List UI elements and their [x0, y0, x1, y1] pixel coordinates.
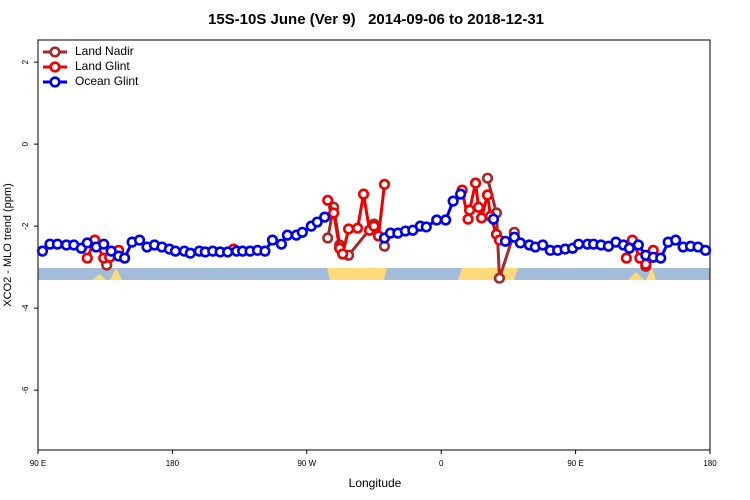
legend-label: Ocean Glint	[75, 74, 139, 88]
legend-marker	[49, 46, 61, 58]
point	[343, 223, 355, 235]
land-patch	[110, 268, 122, 280]
point	[133, 234, 146, 246]
y-tick-label: -2	[21, 222, 30, 230]
chart-title: 15S-10S June (Ver 9) 2014-09-06 to 2018-…	[208, 11, 544, 28]
point	[537, 239, 549, 251]
y-axis-label: XCO2 - MLO trend (ppm)	[2, 183, 14, 306]
point	[119, 252, 131, 264]
point	[222, 246, 234, 258]
point	[281, 229, 293, 241]
point	[351, 222, 364, 234]
point	[311, 216, 323, 228]
point	[620, 252, 632, 264]
point	[169, 245, 181, 257]
point	[640, 258, 652, 270]
land-patch	[628, 272, 644, 280]
x-tick-label: 90 E	[30, 459, 46, 468]
point	[322, 232, 334, 244]
point	[322, 194, 334, 206]
point	[481, 172, 494, 184]
point	[378, 178, 391, 190]
point	[420, 221, 432, 233]
point	[670, 234, 682, 246]
land-patch	[327, 268, 387, 280]
point	[475, 212, 488, 224]
point	[105, 245, 117, 257]
point	[337, 248, 349, 260]
point	[184, 247, 196, 259]
point	[481, 189, 494, 201]
point	[499, 235, 512, 247]
point	[493, 272, 506, 284]
legend-label: Land Nadir	[75, 44, 134, 58]
point	[447, 195, 459, 207]
point	[455, 188, 467, 200]
point	[472, 201, 485, 213]
point	[98, 238, 110, 250]
x-axis-label: Longitude	[349, 476, 402, 490]
y-tick-label: 2	[21, 59, 30, 64]
point	[259, 245, 271, 257]
point	[462, 213, 474, 225]
x-tick-label: 180	[703, 459, 717, 468]
land-patch	[458, 268, 518, 280]
point	[632, 239, 644, 251]
legend-marker	[49, 61, 61, 73]
point	[319, 211, 331, 223]
point	[296, 226, 308, 238]
y-tick-label: 0	[21, 141, 30, 146]
point	[699, 244, 712, 256]
x-tick-label: 0	[439, 459, 444, 468]
point	[572, 238, 585, 250]
point	[81, 252, 93, 264]
point	[431, 214, 443, 226]
plot-area	[36, 172, 712, 284]
point	[440, 214, 452, 226]
x-tick-label: 90 E	[567, 459, 583, 468]
land-mask	[38, 268, 710, 280]
point	[514, 237, 526, 249]
point	[36, 245, 49, 257]
point	[81, 237, 93, 249]
x-tick-label: 90 W	[297, 459, 316, 468]
point	[655, 252, 667, 264]
point	[469, 177, 482, 189]
x-tick-label: 180	[166, 459, 180, 468]
point	[487, 213, 500, 225]
point	[275, 238, 288, 250]
y-tick-label: -4	[21, 304, 30, 312]
point	[357, 188, 370, 200]
point	[368, 220, 380, 232]
land-patch	[646, 268, 656, 280]
point	[266, 234, 279, 246]
point	[328, 207, 340, 219]
point	[623, 242, 635, 254]
land-patch	[92, 274, 106, 280]
point	[51, 238, 64, 250]
point	[463, 204, 476, 216]
legend-marker	[49, 76, 61, 88]
y-tick-label: -6	[21, 386, 30, 394]
plot-frame	[37, 39, 711, 451]
legend-label: Land Glint	[75, 59, 130, 73]
